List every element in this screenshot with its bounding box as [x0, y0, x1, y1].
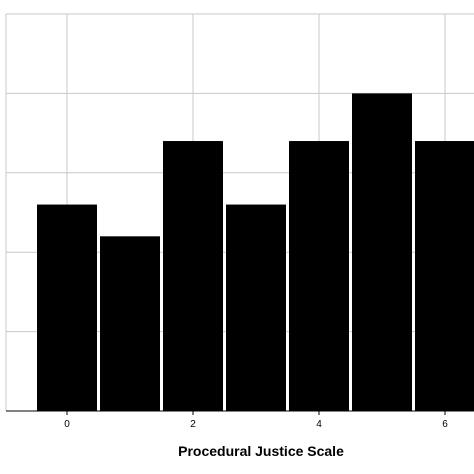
bar-2: [163, 141, 223, 412]
x-tick-label: 4: [316, 419, 322, 430]
bar-6: [415, 141, 474, 412]
bar-4: [289, 141, 349, 412]
x-tick-label: 6: [442, 419, 448, 430]
bar-1: [100, 236, 160, 411]
x-axis-label: Procedural Justice Scale: [178, 443, 344, 459]
x-ticks: 0 2 4 6: [64, 411, 448, 430]
bar-3: [226, 204, 286, 411]
bar-0: [37, 204, 97, 411]
x-tick-label: 2: [190, 419, 196, 430]
bar-5: [352, 93, 412, 412]
x-tick-label: 0: [64, 419, 70, 430]
bars: [37, 93, 474, 412]
